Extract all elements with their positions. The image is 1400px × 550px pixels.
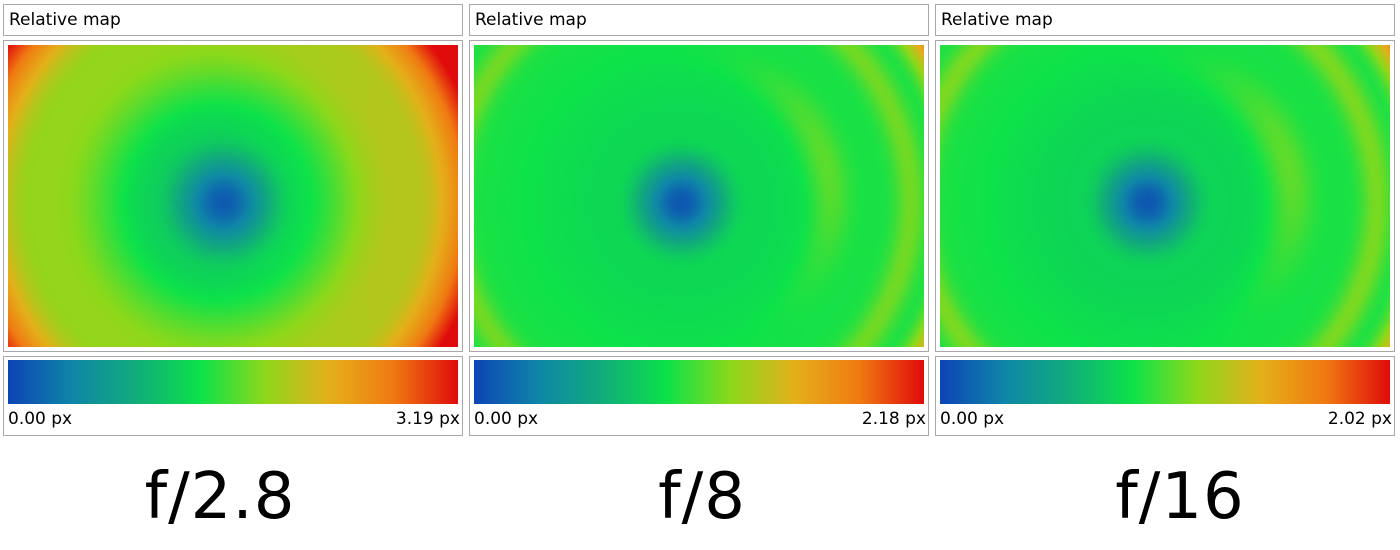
map-panel-f16: Relative map 0.00 px 2.02 px xyxy=(935,4,1395,436)
map-panel-f2-8: Relative map 0.00 px 3.19 px xyxy=(3,4,463,436)
aperture-caption: f/8 xyxy=(658,460,746,534)
map-panel-f8: Relative map 0.00 px 2.18 px xyxy=(469,4,929,436)
scale-max-label: 3.19 px xyxy=(395,409,460,429)
aperture-caption: f/2.8 xyxy=(144,460,296,534)
panel-title: Relative map xyxy=(935,4,1395,36)
colorbar-gradient xyxy=(8,360,458,404)
aperture-caption: f/16 xyxy=(1115,460,1245,534)
scale-min-label: 0.00 px xyxy=(8,409,73,429)
map-frame xyxy=(3,40,463,352)
scale-min-label: 0.00 px xyxy=(940,409,1005,429)
relative-distortion-heatmap xyxy=(940,45,1390,347)
map-frame xyxy=(469,40,929,352)
panel-title: Relative map xyxy=(3,4,463,36)
map-frame xyxy=(935,40,1395,352)
relative-distortion-heatmap xyxy=(474,45,924,347)
scale-max-label: 2.18 px xyxy=(861,409,926,429)
color-scale: 0.00 px 2.02 px xyxy=(935,356,1395,436)
color-scale: 0.00 px 2.18 px xyxy=(469,356,929,436)
color-scale: 0.00 px 3.19 px xyxy=(3,356,463,436)
panel-title: Relative map xyxy=(469,4,929,36)
relative-distortion-heatmap xyxy=(8,45,458,347)
scale-max-label: 2.02 px xyxy=(1327,409,1392,429)
colorbar-gradient xyxy=(474,360,924,404)
scale-min-label: 0.00 px xyxy=(474,409,539,429)
colorbar-gradient xyxy=(940,360,1390,404)
